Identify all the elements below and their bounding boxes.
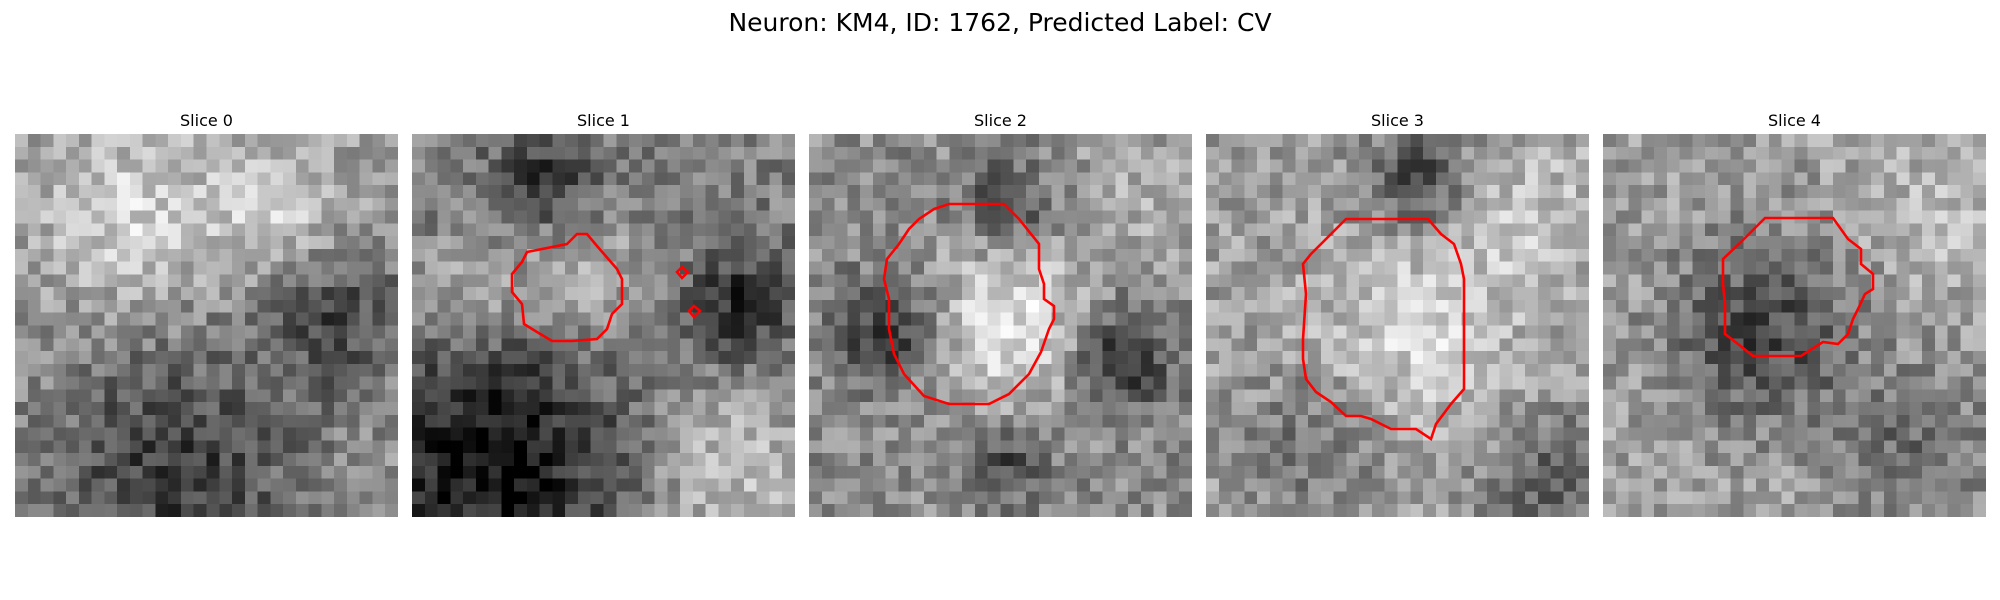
grayscale-slice-4 [1603,134,1986,517]
grayscale-slice-3 [1206,134,1589,517]
roi-overlay-3 [1301,217,1466,442]
grayscale-slice-2 [809,134,1192,517]
slice-panel-3: Slice 3 [1206,110,1589,517]
roi-contour [510,232,624,343]
grayscale-slice-0 [15,134,398,517]
roi-contour [882,202,1056,406]
grayscale-slice-1 [412,134,795,517]
roi-overlay-1 [510,232,702,343]
roi-overlay-2 [882,202,1056,406]
slice-image-3 [1206,134,1589,517]
slice-title-3: Slice 3 [1371,111,1424,130]
roi-contour-speck [687,304,702,319]
slice-title-0: Slice 0 [180,111,233,130]
slice-image-1 [412,134,795,517]
slice-title-2: Slice 2 [974,111,1027,130]
slice-image-0 [15,134,398,517]
slice-title-1: Slice 1 [577,111,630,130]
roi-overlay-4 [1721,216,1875,358]
roi-contour [1301,217,1466,442]
slice-panel-2: Slice 2 [809,110,1192,517]
slice-title-4: Slice 4 [1768,111,1821,130]
slice-panel-1: Slice 1 [412,110,795,517]
roi-overlay-0 [15,134,398,517]
slice-panel-4: Slice 4 [1603,110,1986,517]
roi-contour-speck [675,265,690,280]
slice-image-4 [1603,134,1986,517]
roi-contour [1721,216,1875,358]
slice-image-2 [809,134,1192,517]
slice-panel-0: Slice 0 [15,110,398,517]
figure-title: Neuron: KM4, ID: 1762, Predicted Label: … [728,8,1272,37]
